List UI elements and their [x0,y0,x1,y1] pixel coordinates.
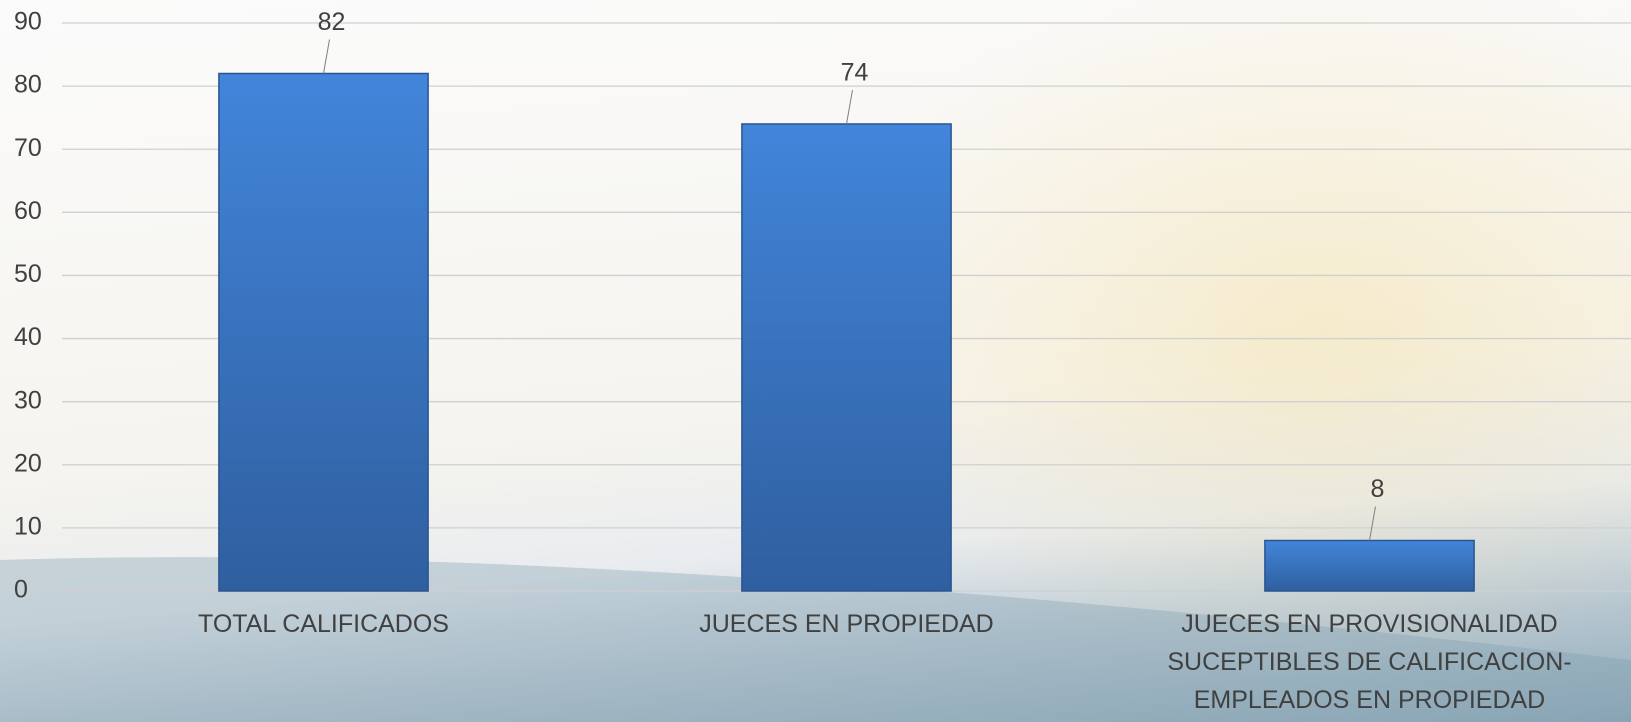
x-tick-label: JUECES EN PROVISIONALIDAD SUCEPTIBLES DE… [1155,605,1585,719]
y-tick-label: 90 [14,8,42,36]
x-tick-label: JUECES EN PROPIEDAD [632,605,1062,643]
y-tick-label: 80 [14,71,42,99]
data-label: 8 [1371,475,1385,503]
data-label: 74 [841,59,869,87]
bar [219,73,428,591]
chart-area: 0 10 20 30 40 50 60 70 80 90 82 74 8 TOTAL CALIFICAD… [0,0,1631,722]
y-tick-label: 30 [14,386,42,414]
data-label: 82 [318,8,346,36]
y-tick-label: 40 [14,323,42,351]
leader-line [324,39,330,73]
y-tick-label: 50 [14,260,42,288]
bar [1265,541,1474,591]
y-tick-label: 10 [14,512,42,540]
bar [742,124,951,591]
y-tick-label: 70 [14,134,42,162]
y-tick-label: 0 [14,576,28,604]
x-tick-label: TOTAL CALIFICADOS [109,605,539,643]
y-tick-label: 20 [14,449,42,477]
y-tick-label: 60 [14,197,42,225]
